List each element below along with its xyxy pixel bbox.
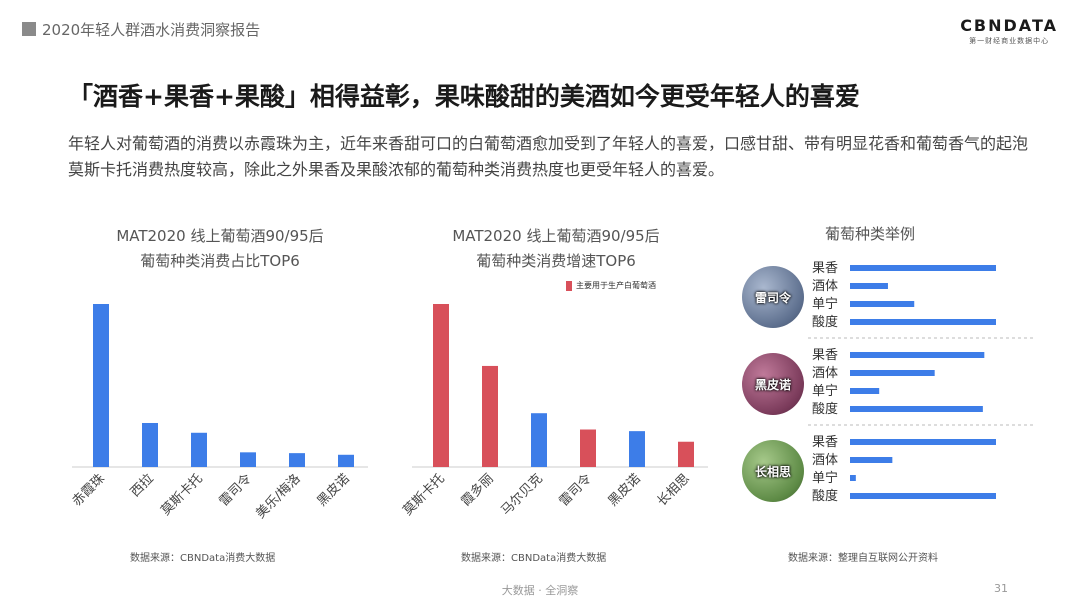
page-description: 年轻人对葡萄酒的消费以赤霞珠为主，近年来香甜可口的白葡萄酒愈加受到了年轻人的喜爱… bbox=[68, 134, 1029, 179]
chart2-bar-2 bbox=[531, 413, 547, 467]
chart1-bar-3 bbox=[240, 452, 256, 467]
logo-main-text: CBNDATA bbox=[960, 16, 1058, 35]
chart1-source: 数据来源：CBNData消费大数据 bbox=[130, 553, 276, 564]
grape2-attr-0: 果香 bbox=[812, 435, 838, 450]
chart1-title-line2: 葡萄种类消费占比TOP6 bbox=[140, 252, 300, 270]
pinot-noir-grape-image: 黑皮诺 bbox=[742, 353, 804, 415]
sauvignon-blanc-grape-image: 长相思 bbox=[742, 440, 804, 502]
footer-slogan: 大数据 · 全洞察 bbox=[501, 584, 579, 597]
sauvignon-blanc-name: 长相思 bbox=[754, 464, 791, 479]
chart2-bar-3 bbox=[580, 429, 596, 467]
grape0-attr-0: 果香 bbox=[812, 261, 838, 276]
grape1-attr-0: 果香 bbox=[812, 348, 838, 363]
grape1-bar-1 bbox=[850, 370, 935, 376]
chart1-label-2: 莫斯卡托 bbox=[158, 471, 205, 518]
report-title: 2020年轻人群酒水消费洞察报告 bbox=[42, 21, 261, 39]
chart2-legend: 主要用于生产白葡萄酒 bbox=[566, 280, 656, 291]
chart2-source: 数据来源：CBNData消费大数据 bbox=[461, 553, 607, 564]
chart1-bar-4 bbox=[289, 453, 305, 467]
grape1-bar-3 bbox=[850, 406, 983, 412]
grape0-bar-3 bbox=[850, 319, 996, 325]
grape0-bar-2 bbox=[850, 301, 915, 307]
page-number: 31 bbox=[994, 582, 1008, 595]
grape2-attr-3: 酸度 bbox=[812, 488, 838, 504]
pinot-noir-name: 黑皮诺 bbox=[754, 377, 791, 392]
page-title: 「酒香+果香+果酸」相得益彰，果味酸甜的美酒如今更受年轻人的喜爱 bbox=[68, 82, 860, 111]
chart1-label-1: 西拉 bbox=[128, 471, 157, 500]
chart1-label-5: 黑皮诺 bbox=[315, 471, 353, 509]
chart3-title: 葡萄种类举例 bbox=[824, 225, 915, 243]
chart1-label-3: 雷司令 bbox=[217, 471, 255, 509]
chart1-bar-2 bbox=[191, 432, 207, 467]
chart1-title-line1: MAT2020 线上葡萄酒90/95后 bbox=[116, 227, 324, 245]
chart2-bar-1 bbox=[482, 365, 498, 467]
riesling-name: 雷司令 bbox=[754, 290, 791, 305]
legend-swatch bbox=[566, 280, 572, 291]
header-marker bbox=[22, 22, 36, 36]
grape2-bar-1 bbox=[850, 457, 893, 463]
chart2-label-5: 长相思 bbox=[655, 471, 693, 509]
chart2-label-2: 马尔贝克 bbox=[498, 471, 545, 518]
logo-sub-text: 第一财经商业数据中心 bbox=[969, 37, 1050, 45]
grape1-bar-2 bbox=[850, 388, 880, 394]
chart1-label-4: 美乐/梅洛 bbox=[253, 471, 303, 521]
grape1-attr-2: 单宁 bbox=[812, 383, 838, 399]
grape2-attr-2: 单宁 bbox=[812, 470, 838, 486]
grape2-attr-1: 酒体 bbox=[812, 453, 838, 468]
grape1-bar-0 bbox=[850, 352, 985, 358]
chart2-title-line2: 葡萄种类消费增速TOP6 bbox=[476, 252, 636, 270]
grape0-attr-2: 单宁 bbox=[812, 296, 838, 312]
chart2-bar-4 bbox=[629, 431, 645, 467]
riesling-grape-image: 雷司令 bbox=[742, 266, 804, 328]
grape0-attr-3: 酸度 bbox=[812, 314, 838, 330]
grape2-bar-2 bbox=[850, 475, 856, 481]
chart2-bar-0 bbox=[433, 304, 449, 467]
grape2-bar-0 bbox=[850, 439, 996, 445]
chart2-bar-5 bbox=[678, 441, 694, 467]
chart2-label-1: 霞多丽 bbox=[458, 471, 497, 510]
growth-bar-chart: 莫斯卡托 霞多丽 马尔贝克 雷司令 黑皮诺 长相思 bbox=[400, 304, 708, 519]
grape1-attr-1: 酒体 bbox=[812, 366, 838, 381]
grape2-bar-3 bbox=[850, 493, 996, 499]
brand-logo: CBNDATA 第一财经商业数据中心 bbox=[960, 16, 1058, 46]
chart1-bar-0 bbox=[93, 304, 109, 467]
chart2-label-3: 雷司令 bbox=[557, 471, 595, 509]
chart1-label-0: 赤霞珠 bbox=[70, 471, 108, 509]
chart2-label-0: 莫斯卡托 bbox=[400, 471, 447, 518]
chart2-label-4: 黑皮诺 bbox=[606, 471, 644, 509]
chart1-title: MAT2020 线上葡萄酒90/95后 葡萄种类消费占比TOP6 bbox=[70, 224, 370, 274]
chart1-bar-5 bbox=[338, 454, 354, 467]
grape0-bar-0 bbox=[850, 265, 996, 271]
chart3-source: 数据来源：整理自互联网公开资料 bbox=[788, 553, 938, 564]
grape0-bar-1 bbox=[850, 283, 888, 289]
legend-label: 主要用于生产白葡萄酒 bbox=[576, 281, 656, 290]
chart1-bar-1 bbox=[142, 422, 158, 467]
chart2-title-line1: MAT2020 线上葡萄酒90/95后 bbox=[452, 227, 660, 245]
grape0-attr-1: 酒体 bbox=[812, 279, 838, 294]
grape1-attr-3: 酸度 bbox=[812, 401, 838, 417]
chart2-title: MAT2020 线上葡萄酒90/95后 葡萄种类消费增速TOP6 bbox=[406, 224, 706, 274]
